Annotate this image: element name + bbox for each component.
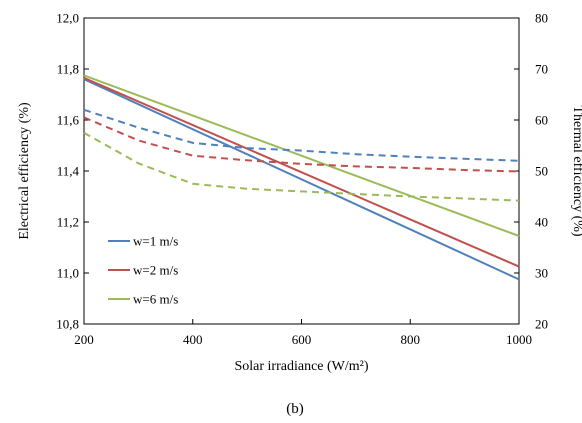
- legend-label: w=2 m/s: [133, 263, 178, 278]
- x-tick-label: 600: [292, 332, 312, 347]
- x-tick-label: 800: [401, 332, 421, 347]
- series-lines: [83, 74, 520, 281]
- y-right-tick-label: 40: [535, 215, 548, 230]
- panel-label: (b): [286, 401, 304, 417]
- x-tick-label: 200: [74, 332, 94, 347]
- series-line-4-thermal: [83, 116, 520, 173]
- y-left-tick-label: 11,4: [57, 164, 80, 179]
- series-line-2-electrical: [83, 74, 520, 237]
- ticks: 200 400 600 800 1000 10,8 11,0 11,2 11,4 11,6 11,8…: [56, 11, 548, 348]
- x-axis-label: Solar irradiance (W/m²): [234, 359, 368, 374]
- series-line-5-thermal: [83, 131, 520, 202]
- legend-label: w=6 m/s: [133, 292, 178, 307]
- y-left-tick-label: 12,0: [56, 11, 79, 26]
- y-left-tick-label: 11,0: [57, 266, 79, 281]
- y-right-tick-label: 20: [535, 317, 548, 332]
- x-tick-label: 1000: [506, 332, 532, 347]
- y-axis-left-label: Electrical efficiency (%): [17, 102, 32, 240]
- y-axis-right-label: Thermal efficiency (%): [570, 105, 582, 236]
- legend-label: w=1 m/s: [133, 234, 178, 249]
- y-right-tick-label: 60: [535, 113, 548, 128]
- y-right-tick-label: 80: [535, 11, 548, 26]
- series-line-0-electrical: [83, 78, 520, 281]
- y-right-tick-label: 50: [535, 164, 548, 179]
- x-tick-label: 400: [183, 332, 203, 347]
- plot-area-frame: [83, 17, 520, 325]
- y-left-tick-label: 11,2: [57, 215, 79, 230]
- series-line-3-thermal: [83, 108, 520, 162]
- y-right-tick-label: 70: [535, 62, 548, 77]
- series-line-1-electrical: [83, 76, 520, 268]
- y-left-tick-label: 10,8: [56, 317, 79, 332]
- y-left-tick-label: 11,8: [57, 62, 79, 77]
- y-right-tick-label: 30: [535, 266, 548, 281]
- y-left-tick-label: 11,6: [57, 113, 80, 128]
- legend: w=1 m/s w=2 m/s w=6 m/s: [108, 234, 178, 307]
